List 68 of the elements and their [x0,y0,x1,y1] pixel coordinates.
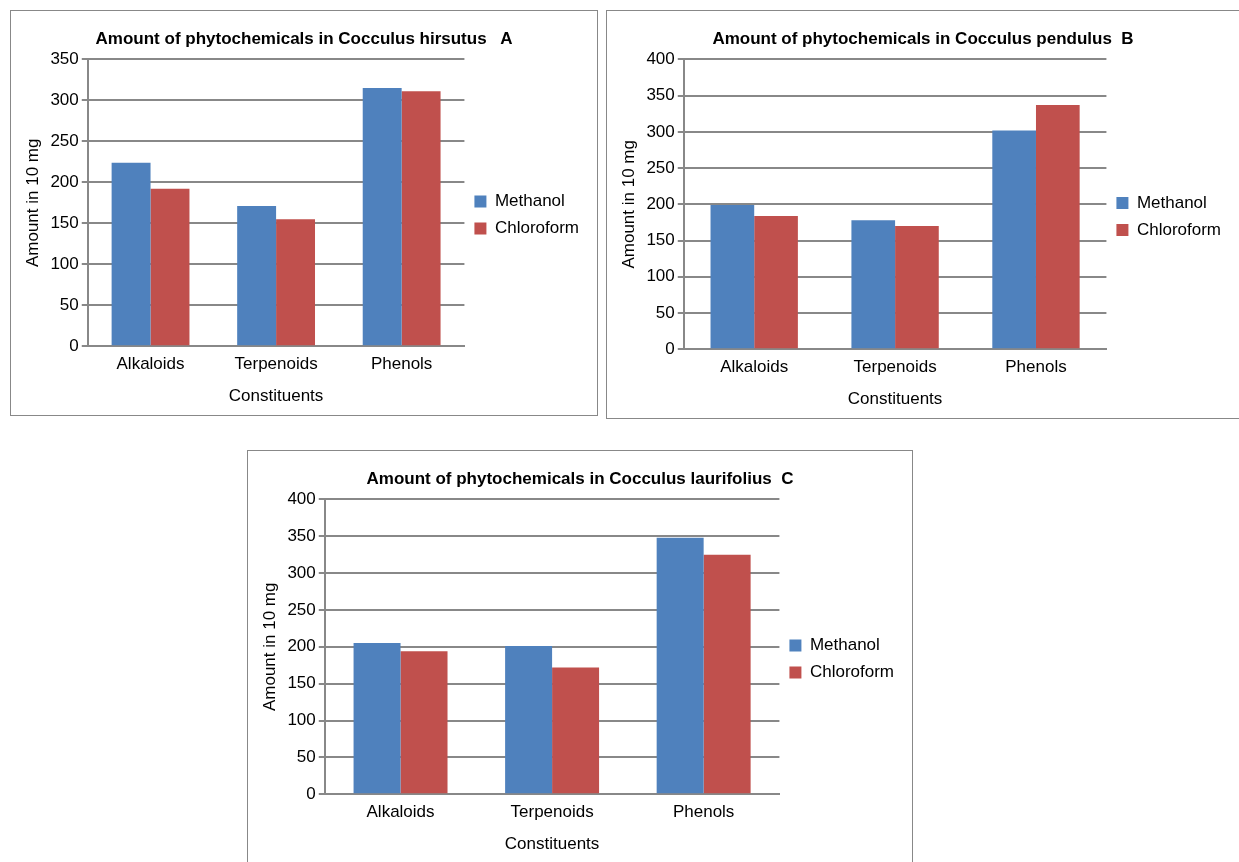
y-tick-label: 100 [287,710,316,730]
bar [111,162,151,346]
bar [1035,105,1080,349]
y-tick-label: 250 [50,131,79,151]
chart-title: Amount of phytochemicals in Cocculus pendulus B [712,28,1134,48]
y-tick-label: 350 [646,85,675,105]
bar [362,88,402,346]
legend-label: Chloroform [1136,219,1222,239]
x-tick-label: Alkaloids [116,354,185,374]
y-axis-title: Amount in 10 mg [618,140,638,269]
y-tick-label: 200 [287,636,316,656]
bar [703,554,751,794]
legend-label: Methanol [1136,192,1207,212]
bar [710,205,755,349]
y-tick-label: 300 [646,121,675,141]
bar [400,651,448,794]
bar [754,215,798,349]
bar [353,643,401,794]
bar [276,219,316,346]
y-tick-label: 50 [296,747,316,767]
y-tick-label: 0 [306,783,316,803]
legend-label: Chloroform [494,218,580,238]
y-tick-label: 250 [287,599,316,619]
bar [150,188,190,346]
bar [895,226,939,349]
y-tick-label: 0 [665,338,675,358]
x-axis-title: Constituents [847,389,943,409]
x-tick-label: Phenols [1005,357,1067,377]
y-tick-label: 50 [59,294,79,314]
legend-label: Methanol [494,191,565,211]
x-tick-label: Alkaloids [720,357,789,377]
y-tick-label: 100 [50,253,79,273]
bar [237,206,277,346]
legend-label: Chloroform [809,662,895,682]
y-tick-label: 250 [646,157,675,177]
y-tick-label: 300 [287,562,316,582]
bar [401,91,441,346]
y-tick-label: 100 [646,266,675,286]
y-tick-label: 200 [646,193,675,213]
x-tick-label: Alkaloids [366,802,435,822]
y-tick-label: 400 [287,489,316,509]
y-tick-label: 150 [287,673,316,693]
y-tick-label: 50 [655,302,675,322]
bar [851,220,896,349]
bar [505,646,553,794]
y-axis-title: Amount in 10 mg [22,138,42,268]
bar [656,537,704,794]
y-tick-label: 350 [50,49,79,69]
chart-title: Amount of phytochemicals in Cocculus hirsutus A [95,28,513,48]
y-tick-label: 400 [646,49,675,69]
y-tick-label: 200 [50,172,79,191]
x-axis-title: Constituents [504,834,600,854]
x-tick-label: Terpenoids [234,354,318,374]
y-tick-label: 150 [50,212,79,232]
x-tick-label: Phenols [370,354,433,374]
x-axis-title: Constituents [228,386,324,406]
y-tick-label: 350 [287,525,316,545]
y-axis-title: Amount in 10 mg [259,582,279,712]
x-tick-label: Phenols [672,802,735,822]
y-tick-label: 0 [69,335,79,355]
y-tick-label: 300 [50,90,79,110]
chart-title: Amount of phytochemicals in Cocculus laurifolius C [366,468,794,488]
bar [992,130,1036,349]
legend-label: Methanol [809,635,880,655]
bar [552,667,600,794]
y-tick-label: 150 [646,230,675,250]
x-tick-label: Terpenoids [510,802,594,822]
x-tick-label: Terpenoids [853,357,937,377]
